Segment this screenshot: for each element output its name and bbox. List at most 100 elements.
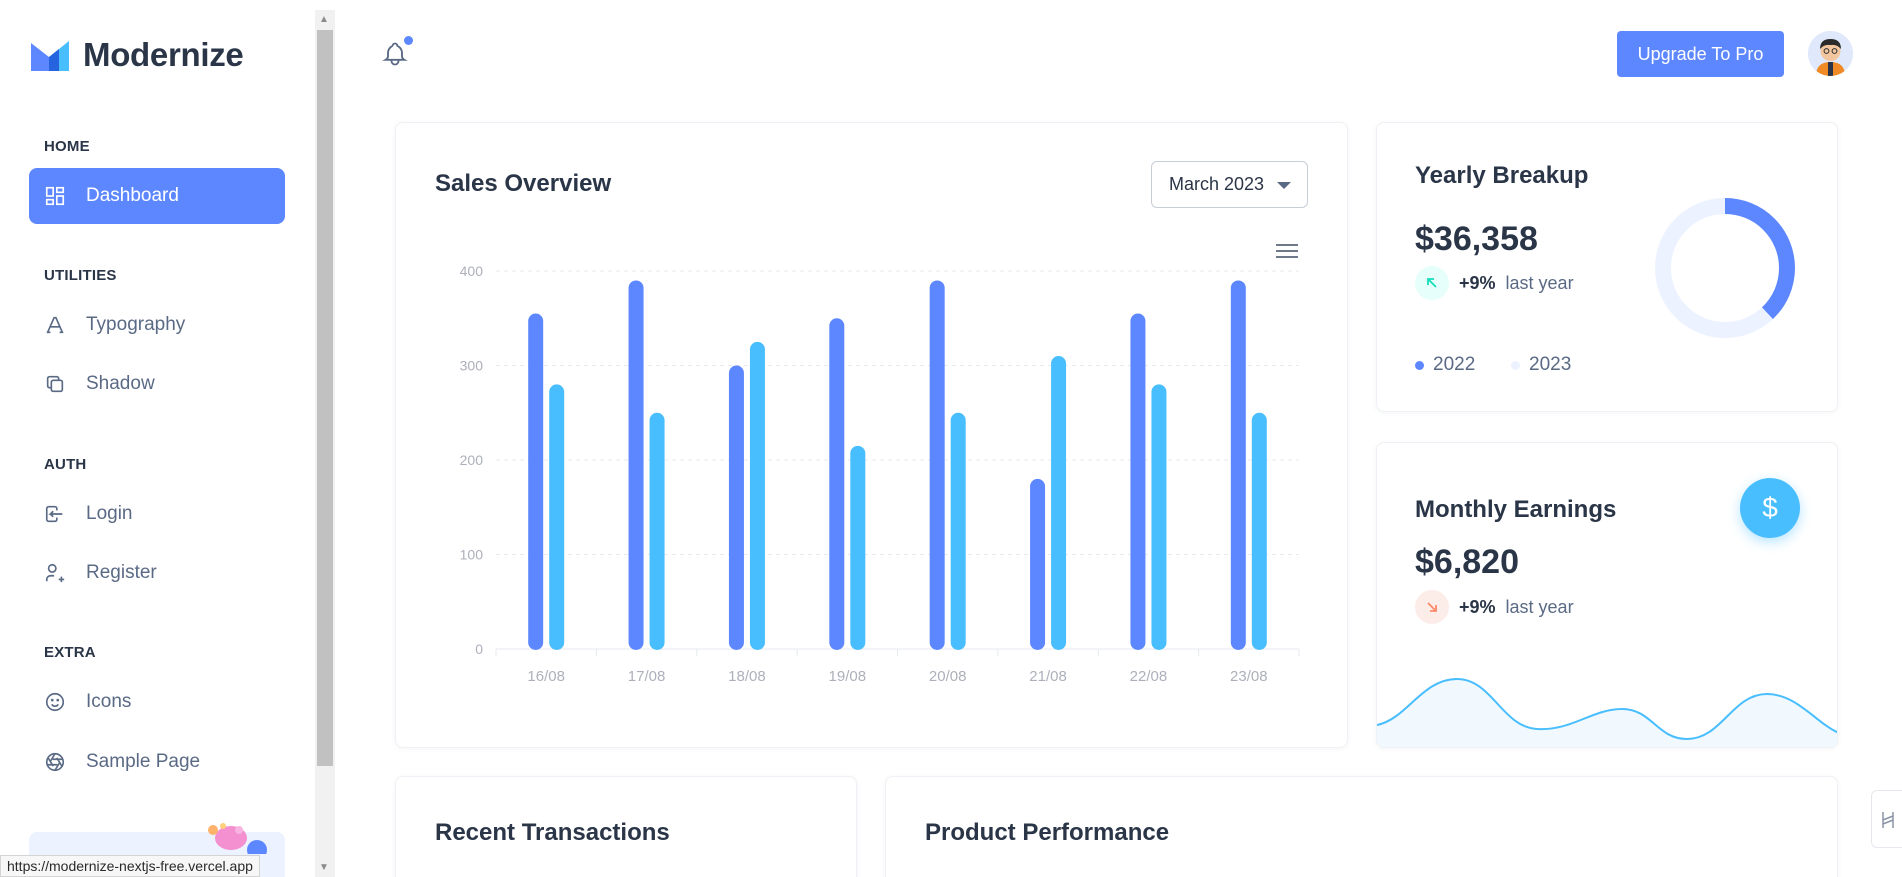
notification-dot [404, 36, 413, 45]
yearly-change: +9% [1459, 272, 1496, 293]
arrow-down-right-icon [1415, 590, 1449, 624]
x-tick-label: 18/08 [728, 668, 766, 685]
status-bar-url: https://modernize-nextjs-free.vercel.app [0, 855, 260, 877]
bar [929, 280, 945, 650]
bar [1130, 313, 1146, 650]
sidebar-item-label: Typography [86, 314, 186, 335]
bar [1251, 412, 1267, 650]
nav-section-home: HOME [44, 138, 90, 155]
sidebar-item-login[interactable]: Login [29, 486, 285, 542]
sidebar-item-label: Register [86, 562, 157, 583]
bar [628, 280, 644, 650]
brand-name: Modernize [83, 36, 244, 73]
bar [1151, 384, 1167, 650]
monthly-period: last year [1505, 596, 1574, 617]
sidebar-item-typography[interactable]: Typography [29, 297, 285, 353]
monthly-trend: +9% last year [1415, 590, 1574, 624]
x-tick-label: 19/08 [829, 668, 867, 685]
legend-2023: 2023 [1511, 354, 1571, 376]
legend-dot [1511, 360, 1520, 370]
sidebar-item-register[interactable]: Register [29, 545, 285, 601]
typography-icon [46, 316, 64, 334]
bar [1051, 356, 1067, 650]
y-tick-label: 100 [460, 547, 484, 563]
nav-section-utilities: UTILITIES [44, 267, 117, 284]
bar [528, 313, 544, 650]
x-tick-label: 23/08 [1230, 668, 1268, 685]
scroll-down-arrow[interactable]: ▼ [319, 862, 329, 873]
nav-section-extra: EXTRA [44, 644, 96, 661]
recent-transactions-title: Recent Transactions [435, 819, 670, 846]
settings-handle-icon [1882, 812, 1894, 828]
sidebar-item-shadow[interactable]: Shadow [29, 356, 285, 412]
sidebar-item-icons[interactable]: Icons [29, 674, 285, 730]
sidebar-item-label: Login [86, 503, 133, 524]
legend-2022: 2022 [1415, 354, 1475, 376]
customizer-toggle[interactable] [1871, 790, 1902, 848]
sidebar-item-dashboard[interactable]: Dashboard [29, 168, 285, 224]
x-tick-label: 17/08 [628, 668, 666, 685]
y-tick-label: 0 [475, 641, 483, 657]
user-plus-icon [45, 563, 65, 583]
period-select-value: March 2023 [1169, 174, 1265, 194]
currency-dollar-icon[interactable]: $ [1740, 478, 1800, 538]
chevron-down-icon [1277, 182, 1291, 189]
yearly-trend: +9% last year [1415, 266, 1574, 300]
sidebar-item-label: Shadow [86, 373, 155, 394]
avatar-illustration [1808, 31, 1853, 76]
scroll-up-arrow[interactable]: ▲ [319, 14, 329, 25]
sidebar-item-label: Icons [86, 691, 132, 712]
aperture-icon [45, 752, 65, 772]
recent-transactions-card: Recent Transactions [395, 776, 857, 877]
x-tick-label: 21/08 [1029, 668, 1067, 685]
donut-slice [1655, 198, 1795, 338]
yearly-donut-chart [1655, 198, 1795, 338]
sales-overview-title: Sales Overview [435, 170, 612, 197]
y-tick-label: 300 [460, 358, 484, 374]
user-avatar[interactable] [1808, 31, 1853, 76]
yearly-breakup-title: Yearly Breakup [1415, 162, 1589, 189]
brand-logo[interactable]: Modernize [29, 36, 244, 74]
bar [1030, 478, 1046, 650]
copy-icon [46, 375, 64, 393]
bar [728, 365, 744, 650]
sidebar-scroll-thumb[interactable] [317, 30, 333, 766]
bar [950, 412, 966, 650]
legend-dot [1415, 360, 1424, 370]
bar [850, 445, 866, 650]
monthly-earnings-title: Monthly Earnings [1415, 496, 1617, 523]
nav-section-auth: AUTH [44, 456, 87, 473]
rocket-illustration [208, 823, 267, 854]
bar [549, 384, 565, 650]
bar [1230, 280, 1246, 650]
legend-label: 2022 [1433, 354, 1476, 375]
bell-icon[interactable] [381, 40, 409, 68]
login-icon [45, 505, 63, 523]
x-tick-label: 20/08 [929, 668, 967, 685]
y-tick-label: 200 [460, 452, 484, 468]
legend-label: 2023 [1529, 354, 1572, 375]
sidebar-item-label: Sample Page [86, 751, 201, 772]
monthly-change: +9% [1459, 596, 1496, 617]
monthly-earnings-value: $6,820 [1415, 543, 1519, 581]
period-select[interactable]: March 2023 [1151, 161, 1308, 208]
mood-smile-icon [45, 692, 65, 712]
x-tick-label: 22/08 [1130, 668, 1168, 685]
bar [749, 341, 765, 650]
bar [649, 412, 665, 650]
sales-chart: 0 100 200 300 400 16/08 17/08 18/08 19/08 20/08 21… [460, 263, 1300, 685]
sidebar-item-label: Dashboard [86, 185, 179, 206]
yearly-period: last year [1505, 272, 1574, 293]
yearly-breakup-value: $36,358 [1415, 220, 1538, 258]
upgrade-button[interactable]: Upgrade To Pro [1617, 31, 1784, 77]
sidebar-item-sample-page[interactable]: Sample Page [29, 734, 285, 790]
arrow-up-left-icon [1415, 266, 1449, 300]
x-tick-label: 16/08 [527, 668, 565, 685]
product-performance-card: Product Performance [885, 776, 1838, 877]
earnings-sparkline [1377, 677, 1837, 747]
menu-icon[interactable] [1276, 244, 1298, 260]
monthly-earnings-card: Monthly Earnings $ $6,820 +9% last year [1376, 442, 1838, 748]
sales-overview-card: Sales Overview March 2023 0 100 200 300 400 1… [395, 122, 1348, 748]
bar [829, 318, 845, 650]
sidebar: Modernize HOME Dashboard UTILITIES Typog… [0, 0, 315, 877]
